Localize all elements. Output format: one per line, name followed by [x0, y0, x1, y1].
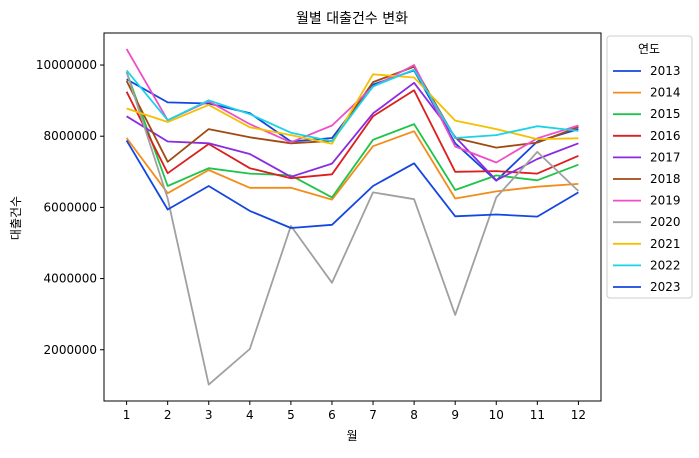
legend-label: 2015 — [650, 107, 681, 121]
legend-frame — [606, 35, 693, 299]
y-tick-label: 4000000 — [44, 272, 97, 286]
series-line-2021 — [126, 73, 579, 145]
x-tick-label: 8 — [410, 408, 418, 422]
legend-title: 연도 — [638, 42, 660, 56]
legend-label: 2016 — [650, 129, 681, 143]
legend-label: 2023 — [650, 280, 681, 294]
series-line-2017 — [126, 81, 579, 182]
y-tick-label: 6000000 — [44, 200, 97, 214]
x-axis-label: 월 — [346, 429, 357, 443]
legend-label: 2022 — [650, 258, 681, 272]
x-tick-label: 3 — [205, 408, 213, 422]
x-tick-label: 7 — [369, 408, 377, 422]
legend-label: 2014 — [650, 86, 681, 100]
series-line-2016 — [125, 89, 579, 180]
x-tick-label: 5 — [287, 408, 295, 422]
legend-label: 2017 — [650, 150, 681, 164]
series-line-2023 — [125, 140, 579, 229]
x-tick-label: 2 — [164, 408, 172, 422]
legend-label: 2020 — [650, 215, 681, 229]
y-axis-label: 대출건수 — [9, 196, 23, 240]
y-tick-label: 10000000 — [36, 58, 97, 72]
legend-label: 2021 — [650, 237, 681, 251]
legend-label: 2013 — [650, 64, 681, 78]
legend-label: 2018 — [650, 172, 681, 186]
y-tick-label: 8000000 — [44, 129, 97, 143]
series-line-2020 — [125, 71, 580, 386]
x-tick-label: 11 — [530, 408, 545, 422]
series-line-2018 — [125, 65, 579, 163]
x-tick-label: 12 — [571, 408, 586, 422]
series-line-2013 — [126, 69, 579, 182]
x-tick-label: 10 — [489, 408, 504, 422]
y-tick-label: 2000000 — [44, 343, 97, 357]
legend-label: 2019 — [650, 194, 681, 208]
x-tick-label: 9 — [451, 408, 459, 422]
legend: 연도 2013 2014 2015 2016 2017 2018 2019 2020 2021 2… — [606, 35, 693, 299]
x-tick-label: 6 — [328, 408, 336, 422]
series-line-2022 — [125, 68, 579, 143]
x-tick-label: 1 — [123, 408, 131, 422]
chart-title: 월별 대출건수 변화 — [296, 11, 408, 27]
plot-frame — [103, 32, 602, 402]
x-tick-label: 4 — [246, 408, 254, 422]
